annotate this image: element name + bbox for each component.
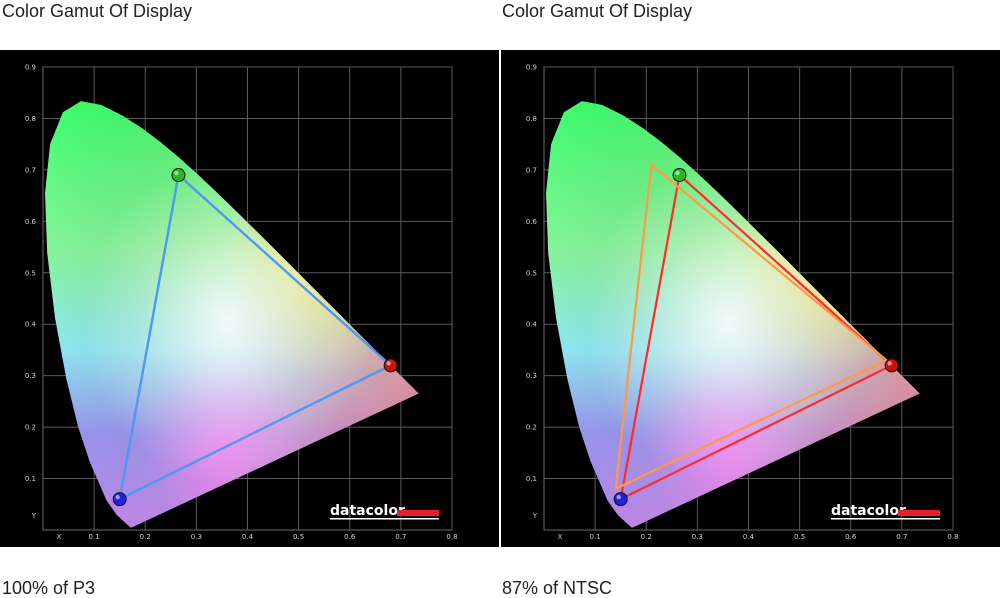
chart-title: Color Gamut Of Display bbox=[502, 1, 693, 21]
x-tick-label: 0.7 bbox=[896, 533, 907, 541]
y-tick-label: 0.8 bbox=[25, 115, 36, 123]
x-tick-label: 0.5 bbox=[794, 533, 805, 541]
gamut-panel-p3: Color Gamut Of Display 0.1 0.2 0.3 0.4 0.5 0.… bbox=[0, 0, 500, 598]
x-tick-label: 0.3 bbox=[692, 533, 703, 541]
x-tick-label: 0.6 bbox=[845, 533, 857, 541]
primary-marker bbox=[884, 358, 899, 373]
y-tick-label: 0.6 bbox=[526, 218, 538, 226]
primary-marker bbox=[672, 168, 687, 183]
y-axis-label: Y bbox=[31, 512, 37, 520]
gamut-caption: 100% of P3 bbox=[2, 578, 96, 598]
x-tick-label: 0.2 bbox=[641, 533, 652, 541]
gamut-panel-ntsc: Color Gamut Of Display 0.1 0.2 0.3 0.4 0.5 0.… bbox=[500, 0, 1000, 598]
y-tick-label: 0.7 bbox=[25, 166, 36, 174]
x-axis-label: X bbox=[558, 533, 563, 541]
chart-title: Color Gamut Of Display bbox=[2, 1, 193, 21]
datacolor-logo: datacolor bbox=[831, 503, 940, 520]
x-tick-label: 0.3 bbox=[191, 533, 202, 541]
primary-marker bbox=[383, 358, 398, 373]
y-axis-label: Y bbox=[532, 512, 538, 520]
x-tick-label: 0.8 bbox=[947, 533, 958, 541]
y-tick-label: 0.3 bbox=[526, 372, 537, 380]
y-tick-label: 0.3 bbox=[25, 372, 36, 380]
cie-chart: 0.1 0.2 0.3 0.4 0.5 0.6 0.7 0.8 0.1 0.2 0.3 0.4 0.5 0… bbox=[526, 64, 959, 542]
datacolor-logo: datacolor bbox=[330, 503, 439, 520]
gamut-triangle-2 bbox=[614, 162, 889, 491]
y-tick-label: 0.4 bbox=[526, 321, 538, 329]
x-tick-label: 0.4 bbox=[242, 533, 254, 541]
gamut-triangle-2 bbox=[118, 172, 393, 502]
y-tick-label: 0.9 bbox=[526, 64, 537, 72]
y-tick-label: 0.5 bbox=[25, 269, 36, 277]
y-tick-label: 0.1 bbox=[25, 475, 36, 483]
svg-text:datacolor: datacolor bbox=[330, 503, 405, 519]
x-tick-label: 0.7 bbox=[395, 533, 406, 541]
y-tick-label: 0.2 bbox=[526, 424, 537, 432]
y-tick-label: 0.7 bbox=[526, 166, 537, 174]
y-tick-label: 0.8 bbox=[526, 115, 537, 123]
gamut-triangle-1 bbox=[619, 172, 894, 502]
x-tick-label: 0.2 bbox=[140, 533, 151, 541]
primary-marker bbox=[112, 492, 127, 507]
y-tick-label: 0.6 bbox=[25, 218, 37, 226]
x-tick-label: 0.6 bbox=[344, 533, 356, 541]
svg-text:datacolor: datacolor bbox=[831, 503, 906, 519]
x-tick-label: 0.4 bbox=[743, 533, 755, 541]
x-tick-label: 0.5 bbox=[293, 533, 304, 541]
x-axis-label: X bbox=[57, 533, 62, 541]
primary-marker bbox=[613, 492, 628, 507]
y-tick-label: 0.9 bbox=[25, 64, 36, 72]
primary-marker bbox=[171, 168, 186, 183]
x-tick-label: 0.8 bbox=[446, 533, 457, 541]
y-tick-label: 0.4 bbox=[25, 321, 37, 329]
x-tick-label: 0.1 bbox=[89, 533, 100, 541]
y-tick-label: 0.1 bbox=[526, 475, 537, 483]
x-tick-label: 0.1 bbox=[590, 533, 601, 541]
y-tick-label: 0.2 bbox=[25, 424, 36, 432]
gamut-caption: 87% of NTSC bbox=[502, 578, 613, 598]
cie-chart: 0.1 0.2 0.3 0.4 0.5 0.6 0.7 0.8 0.1 0.2 0.3 0.4 0.5 0… bbox=[25, 64, 458, 542]
y-tick-label: 0.5 bbox=[526, 269, 537, 277]
cie-chart-box: 0.1 0.2 0.3 0.4 0.5 0.6 0.7 0.8 0.1 0.2 0.3 0.4 0.5 0… bbox=[501, 50, 1000, 547]
cie-chart-box: 0.1 0.2 0.3 0.4 0.5 0.6 0.7 0.8 0.1 0.2 0.3 0.4 0.5 0… bbox=[0, 50, 499, 547]
